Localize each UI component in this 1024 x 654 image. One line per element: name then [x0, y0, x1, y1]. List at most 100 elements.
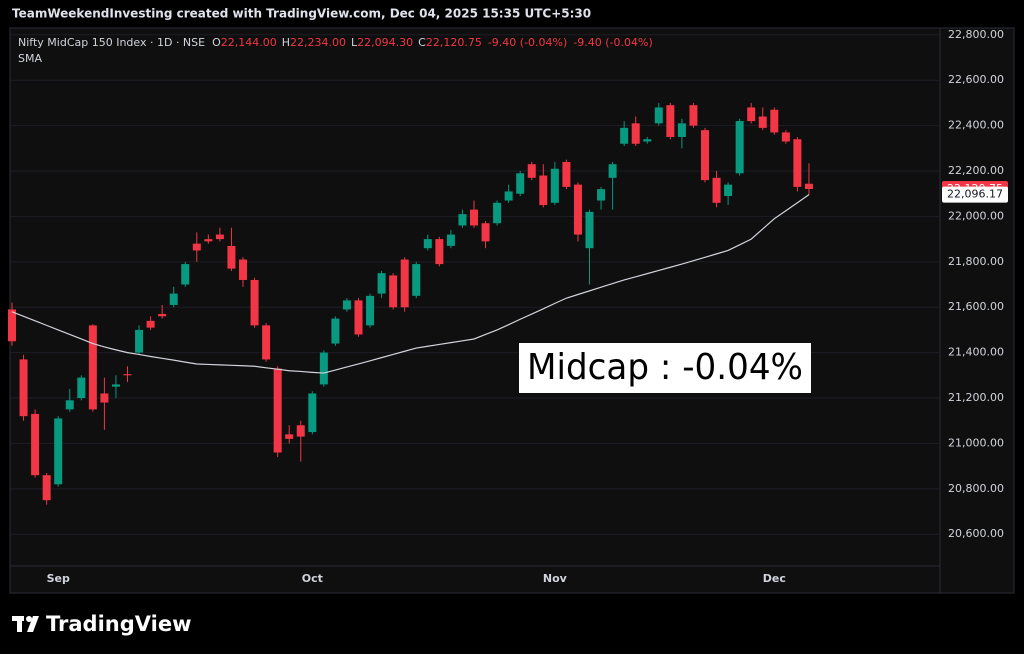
x-tick-label: Sep — [47, 572, 70, 585]
candle-body — [215, 234, 224, 240]
candle-body — [250, 279, 259, 326]
candle-body — [701, 130, 709, 181]
candle-body — [435, 239, 444, 265]
sma-legend: SMA — [18, 52, 42, 65]
candle-body — [573, 184, 582, 235]
candle-body — [770, 109, 779, 133]
y-tick-label: 22,400.00 — [948, 119, 1004, 132]
legend-value: 22,094.30 — [357, 36, 413, 49]
candle-body — [8, 309, 16, 342]
x-tick-label: Dec — [763, 572, 786, 585]
candle-body — [366, 295, 375, 326]
candle-body — [342, 300, 351, 310]
candle-body — [296, 425, 305, 437]
candle-body — [724, 184, 733, 196]
candle-body — [65, 400, 74, 410]
candle-body — [77, 377, 86, 399]
candle-body — [42, 475, 51, 501]
candle-body — [319, 352, 328, 385]
candle-body — [354, 300, 363, 335]
x-tick-label: Nov — [543, 572, 568, 585]
candle-body — [273, 368, 282, 453]
candle-body — [562, 161, 571, 187]
candle-body — [654, 107, 663, 124]
chart-panel — [9, 27, 1015, 594]
legend-key: H — [282, 36, 290, 49]
annotation: Midcap : -0.04% — [527, 347, 803, 388]
legend-key: L — [351, 36, 358, 49]
candle-body — [735, 121, 744, 174]
candle-body — [666, 105, 675, 137]
candle-body — [19, 359, 28, 417]
y-tick-label: 20,800.00 — [948, 482, 1004, 495]
candle-body — [516, 173, 525, 194]
y-tick-label: 22,600.00 — [948, 73, 1004, 86]
candle-body — [308, 393, 317, 433]
y-tick-label: 22,800.00 — [948, 28, 1004, 41]
candle-body — [146, 320, 155, 328]
candle-body — [135, 329, 144, 353]
x-tick-label: Oct — [302, 572, 323, 585]
legend-key: O — [212, 36, 221, 49]
candle-body — [88, 325, 97, 410]
candle-body — [804, 183, 813, 190]
candle-body — [169, 293, 178, 305]
candle-body — [412, 264, 421, 296]
candle-body — [389, 275, 398, 308]
legend-value: 22,234.00 — [290, 36, 346, 49]
candle-body — [31, 413, 40, 476]
legend-symbol: Nifty MidCap 150 Index · 1D · NSE — [18, 36, 205, 49]
y-tick-label: 20,600.00 — [948, 527, 1004, 540]
y-tick-label: 22,000.00 — [948, 209, 1004, 222]
candle-body — [481, 223, 490, 242]
candle-body — [331, 318, 340, 344]
candle-body — [747, 107, 756, 122]
candle-body — [470, 209, 478, 226]
legend-value: 22,120.75 — [426, 36, 482, 49]
candle-body — [111, 384, 120, 387]
sma-line — [11, 194, 810, 374]
legend-key: C — [418, 36, 426, 49]
y-tick-label: 22,200.00 — [948, 164, 1004, 177]
candle-body — [239, 259, 247, 280]
candle-body — [227, 245, 236, 269]
candle-body — [608, 164, 617, 178]
y-tick-label: 21,400.00 — [948, 346, 1004, 359]
candle-body — [100, 393, 109, 403]
candle-body — [493, 202, 502, 224]
candle-body — [123, 374, 132, 376]
legend-change: -9.40 (-0.04%) — [573, 36, 652, 49]
candle-body — [423, 239, 432, 249]
sma-price-tag — [942, 186, 1008, 203]
legend-change: -9.40 (-0.04%) — [488, 36, 567, 49]
candle-body — [504, 191, 513, 201]
candle-body — [585, 211, 594, 249]
y-tick-label: 21,200.00 — [948, 391, 1004, 404]
candle-body — [400, 259, 409, 308]
candle-body — [643, 139, 652, 142]
watermark: TeamWeekendInvesting created with Tradin… — [12, 7, 591, 21]
logo-text: TradingView — [46, 612, 191, 636]
candle-body — [597, 189, 606, 201]
candle-body — [712, 177, 721, 203]
candle-body — [158, 314, 167, 317]
logo-icon — [12, 616, 39, 632]
candle-body — [458, 214, 467, 226]
candle-body — [781, 132, 790, 142]
candle-body — [204, 239, 213, 242]
candle-body — [793, 139, 802, 187]
candle-body — [631, 123, 640, 144]
candle-body — [758, 116, 767, 128]
candle-body — [677, 123, 686, 137]
candle-body — [54, 418, 63, 485]
candle-body — [689, 105, 698, 126]
candle-body — [550, 168, 559, 203]
legend-value: 22,144.00 — [221, 36, 277, 49]
y-tick-label: 21,800.00 — [948, 255, 1004, 268]
candle-body — [181, 264, 190, 285]
candle-body — [527, 164, 536, 178]
candle-body — [539, 175, 548, 206]
candle-body — [192, 243, 201, 251]
legend: Nifty MidCap 150 Index · 1D · NSE O22,144… — [18, 36, 653, 49]
